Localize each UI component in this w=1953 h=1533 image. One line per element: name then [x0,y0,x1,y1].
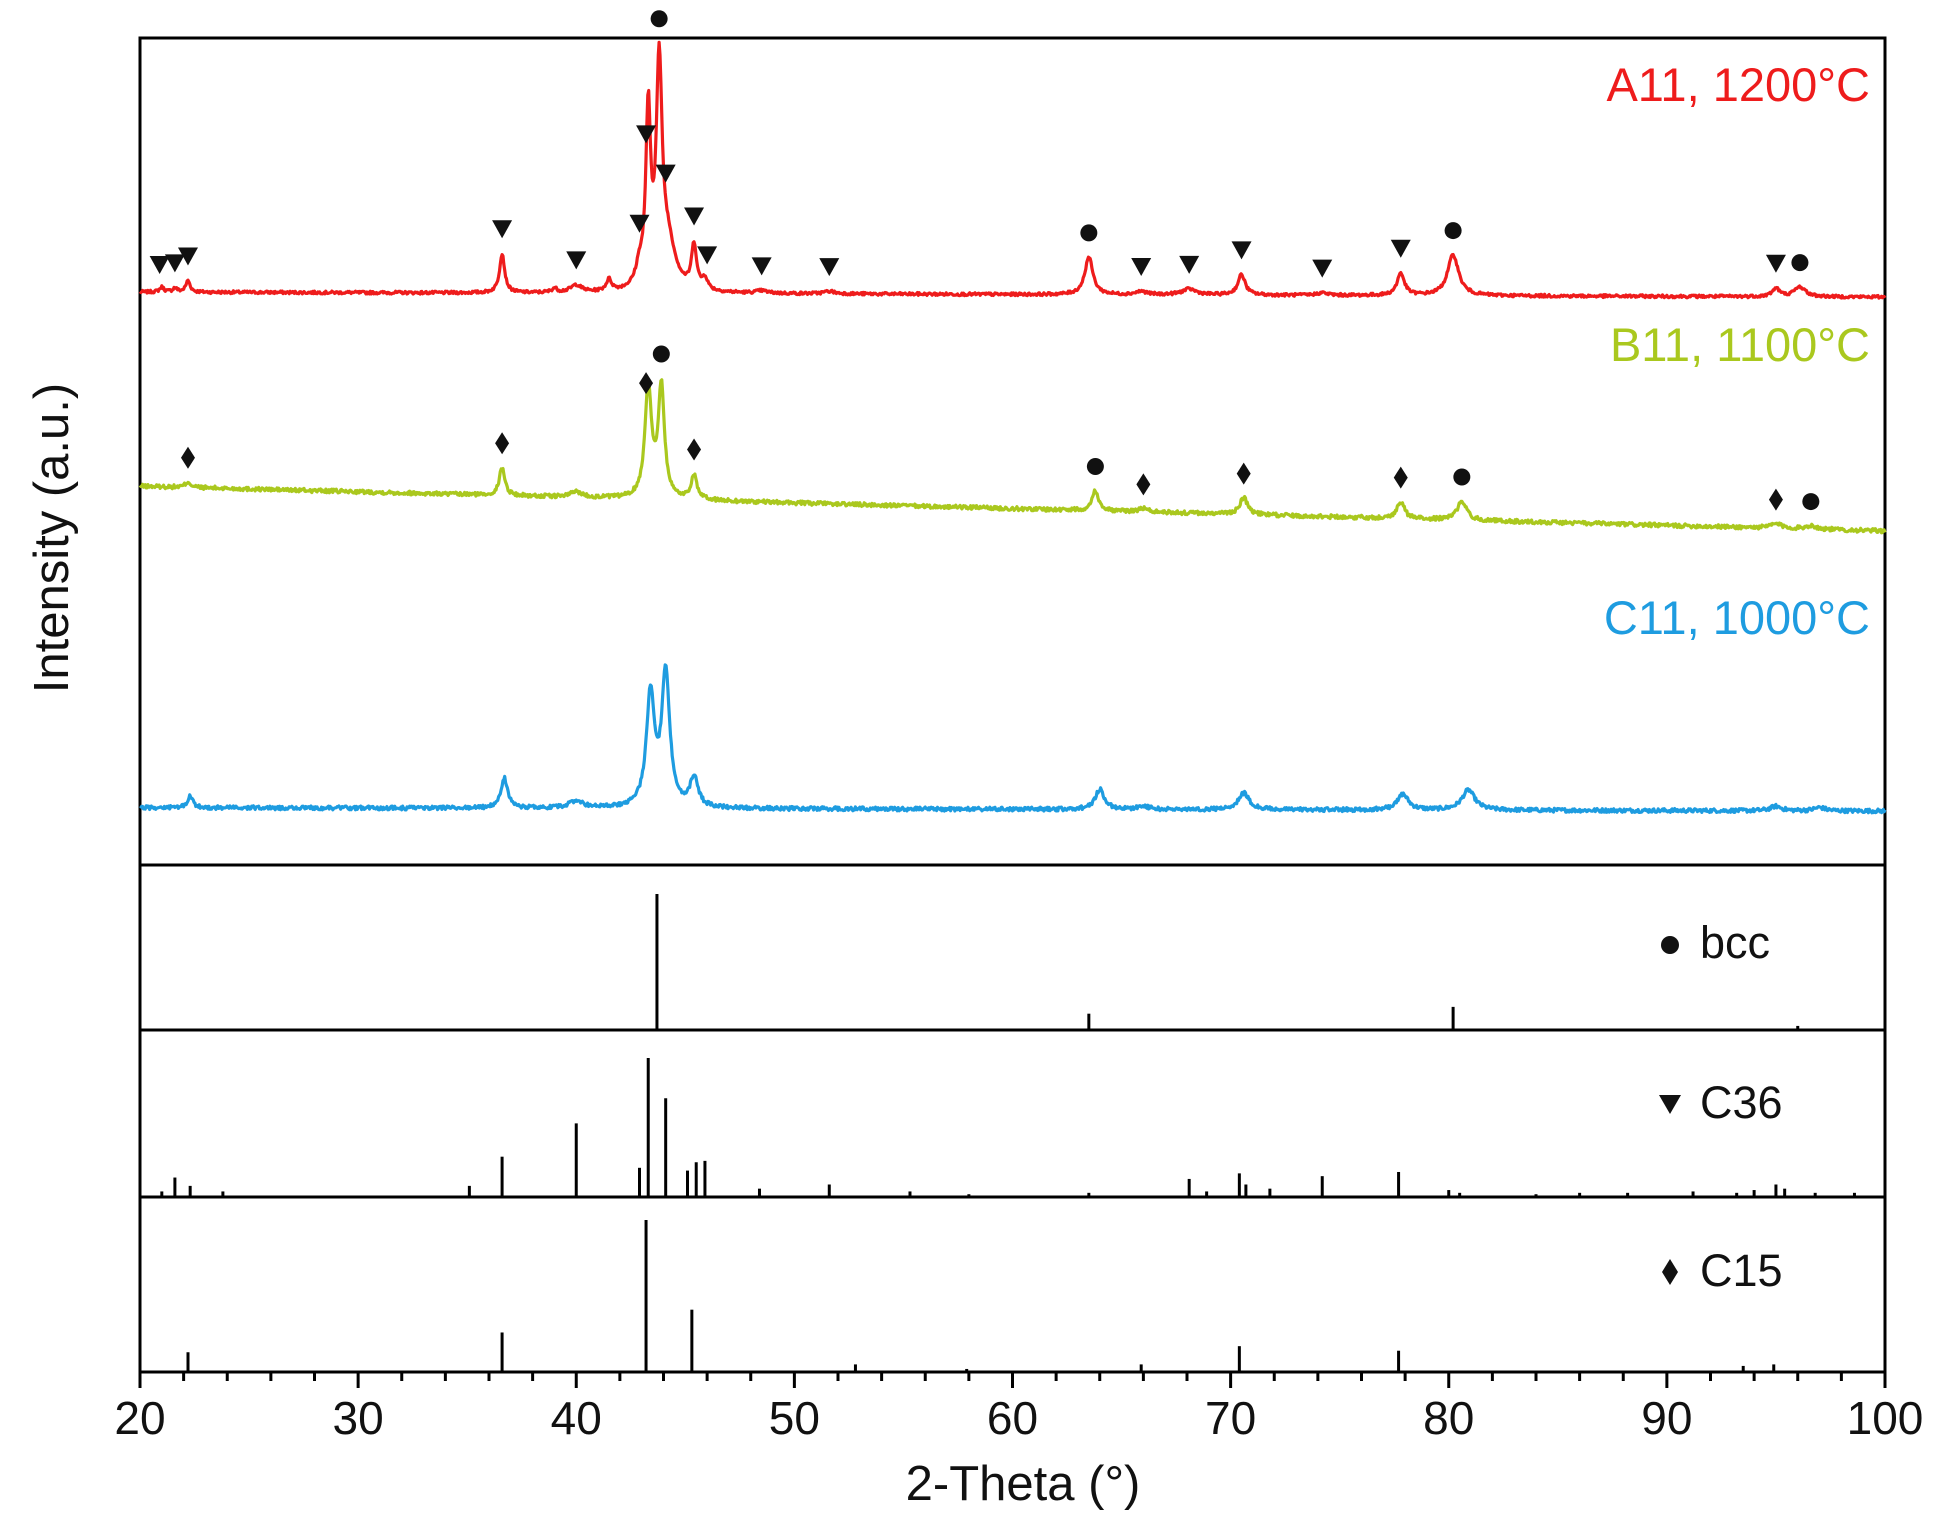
b11-marker-diamond-7 [1236,462,1251,485]
b11-marker-circle-9 [1453,468,1471,486]
x-axis-tick-labels: 20 30 40 50 60 70 80 90 100 [114,1392,1923,1444]
sample-label-b11: B11, 1100°C [1610,318,1870,371]
x-tick-label-20: 20 [114,1392,165,1444]
a11-marker-triangle-2 [177,247,198,266]
a11-marker-triangle-3 [492,220,513,239]
a11-marker-triangle-0 [149,255,170,274]
x-tick-label-50: 50 [769,1392,820,1444]
b11-marker-diamond-1 [495,432,510,455]
x-tick-label-30: 30 [333,1392,384,1444]
x-tick-label-70: 70 [1205,1392,1256,1444]
b11-marker-diamond-6 [1136,473,1151,496]
ref-label-c36: C36 [1700,1077,1783,1128]
a11-marker-triangle-17 [1312,259,1333,278]
xrd-traces [138,40,1887,815]
trace-b11 [138,378,1887,535]
x-tick-label-80: 80 [1423,1392,1474,1444]
a11-marker-triangle-16 [1231,241,1252,260]
sample-label-c11: C11, 1000°C [1604,591,1870,644]
a11-marker-circle-13 [1080,224,1098,242]
trace-c11 [139,663,1887,815]
a11-marker-circle-7 [650,10,668,28]
a11-marker-circle-21 [1791,254,1809,272]
phase-markers [149,10,1820,511]
a11-marker-triangle-20 [1765,254,1786,273]
x-tick-label-100: 100 [1847,1392,1924,1444]
a11-marker-triangle-5 [629,214,650,233]
a11-marker-triangle-9 [684,207,705,226]
a11-marker-triangle-8 [655,164,676,183]
x-tick-label-90: 90 [1641,1392,1692,1444]
x-tick-label-40: 40 [551,1392,602,1444]
x-axis-ticks [138,1372,1887,1388]
plot-frame [138,36,1887,1374]
b11-marker-circle-11 [1802,493,1820,511]
x-tick-label-60: 60 [987,1392,1038,1444]
a11-marker-triangle-18 [1390,239,1411,258]
a11-marker-triangle-12 [819,258,840,277]
x-axis-title: 2-Theta (°) [906,1457,1141,1511]
c36-legend-triangle-icon [1659,1095,1681,1114]
ref-label-c15: C15 [1700,1245,1783,1296]
a11-marker-triangle-14 [1131,258,1152,277]
a11-marker-triangle-1 [164,254,185,273]
b11-marker-diamond-2 [639,372,654,395]
b11-marker-circle-3 [652,345,670,363]
b11-marker-diamond-0 [180,446,195,469]
y-axis-title: Intensity (a.u.) [25,383,79,693]
b11-marker-circle-5 [1086,457,1104,475]
a11-marker-triangle-4 [566,251,587,270]
a11-marker-circle-19 [1444,222,1462,240]
trace-a11 [138,40,1887,300]
ref-label-bcc: bcc [1700,917,1770,968]
a11-marker-triangle-15 [1179,255,1200,274]
a11-marker-triangle-11 [751,257,772,276]
b11-marker-diamond-8 [1393,466,1408,489]
c15-legend-diamond-icon [1662,1259,1678,1285]
b11-marker-diamond-10 [1768,488,1783,511]
bcc-legend-circle-icon [1661,936,1679,954]
plot-border [138,36,1887,1374]
a11-marker-triangle-10 [697,246,718,265]
a11-marker-triangle-6 [636,125,657,144]
sample-label-a11: A11, 1200°C [1606,58,1870,111]
reference-sticks [160,894,1856,1372]
b11-marker-diamond-4 [687,438,702,461]
